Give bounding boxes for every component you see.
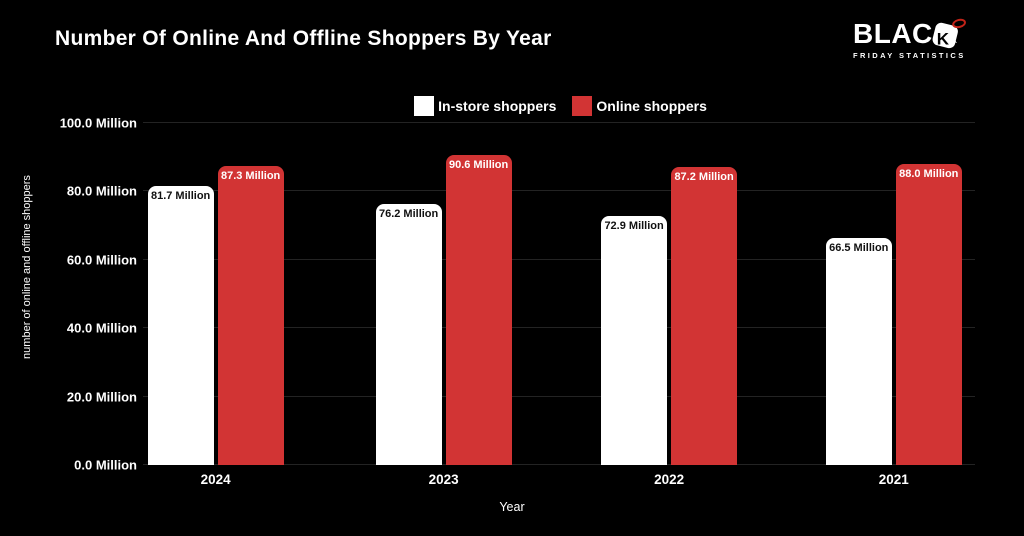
bar-value-label: 87.2 Million (674, 170, 734, 183)
gridline (143, 327, 975, 329)
gridline (143, 464, 975, 465)
bar-in-store-shoppers-2023: 76.2 Million (375, 204, 442, 465)
legend-swatch-in-store (414, 96, 435, 116)
bar-group-2024: 81.7 Million 87.3 Million (147, 166, 284, 465)
x-tick-label-2022: 2022 (654, 472, 685, 487)
bar-in-store-shoppers-2021: 66.5 Million (825, 237, 892, 465)
x-axis-title: Year (499, 500, 525, 514)
legend-swatch-online (572, 96, 593, 116)
bar-group-2022: 72.9 Million 87.2 Million (601, 166, 738, 465)
bar-value-label: 76.2 Million (378, 208, 439, 221)
bar-online-shoppers-2021: 88.0 Million (895, 164, 962, 465)
x-tick-label-2024: 2024 (200, 472, 231, 487)
bar-value-label: 72.9 Million (604, 219, 664, 232)
bar-online-shoppers-2022: 87.2 Million (671, 166, 738, 465)
y-tick-label: 60.0 Million (66, 252, 137, 268)
bar-value-label: 66.5 Million (829, 241, 889, 254)
bar-group-2021: 66.5 Million 88.0 Million (825, 164, 962, 465)
brand-subtitle: FRIDAY STATISTICS (853, 51, 966, 60)
y-tick-label: 100.0 Million (59, 115, 137, 131)
chart-title: Number Of Online And Offline Shoppers By… (55, 27, 552, 50)
y-tick-label: 20.0 Million (66, 389, 137, 405)
x-tick-label-2023: 2023 (428, 472, 459, 487)
y-tick-label: 40.0 Million (66, 320, 137, 336)
y-tick-label: 80.0 Million (66, 183, 137, 199)
bar-online-shoppers-2023: 90.6 Million (445, 155, 512, 465)
gridline (143, 190, 975, 192)
legend-item-in-store: In-store shoppers (414, 96, 556, 116)
bar-value-label: 88.0 Million (899, 168, 959, 181)
y-axis-title: number of online and offline shoppers (21, 175, 33, 359)
x-tick-label-2021: 2021 (878, 472, 909, 487)
legend-item-online: Online shoppers (572, 96, 707, 116)
gridline (143, 395, 975, 397)
bar-group-2023: 76.2 Million 90.6 Million (375, 155, 512, 465)
bar-in-store-shoppers-2022: 72.9 Million (601, 215, 668, 465)
bar-value-label: 90.6 Million (448, 159, 509, 172)
legend-label-in-store: In-store shoppers (438, 98, 557, 114)
bar-value-label: 87.3 Million (220, 170, 281, 183)
chart-legend: In-store shoppers Online shoppers (146, 96, 975, 116)
brand-name: BLAC K ✦ (853, 16, 973, 49)
price-tag-icon: K ✦ (931, 16, 967, 49)
bar-online-shoppers-2024: 87.3 Million (217, 166, 284, 465)
bar-value-label: 81.7 Million (150, 189, 211, 202)
plot-area: 0.0 Million 20.0 Million 40.0 Million 60.0 … (60, 116, 975, 487)
legend-label-online: Online shoppers (596, 98, 707, 114)
gridline (143, 122, 975, 123)
brand-name-text: BLAC (853, 18, 933, 49)
gridline (143, 258, 975, 260)
bar-in-store-shoppers-2024: 81.7 Million (147, 185, 214, 465)
tag-loop-icon (950, 16, 967, 30)
brand-logo: BLAC K ✦ FRIDAY STATISTICS (853, 16, 973, 60)
y-tick-label: 0.0 Million (74, 457, 137, 473)
